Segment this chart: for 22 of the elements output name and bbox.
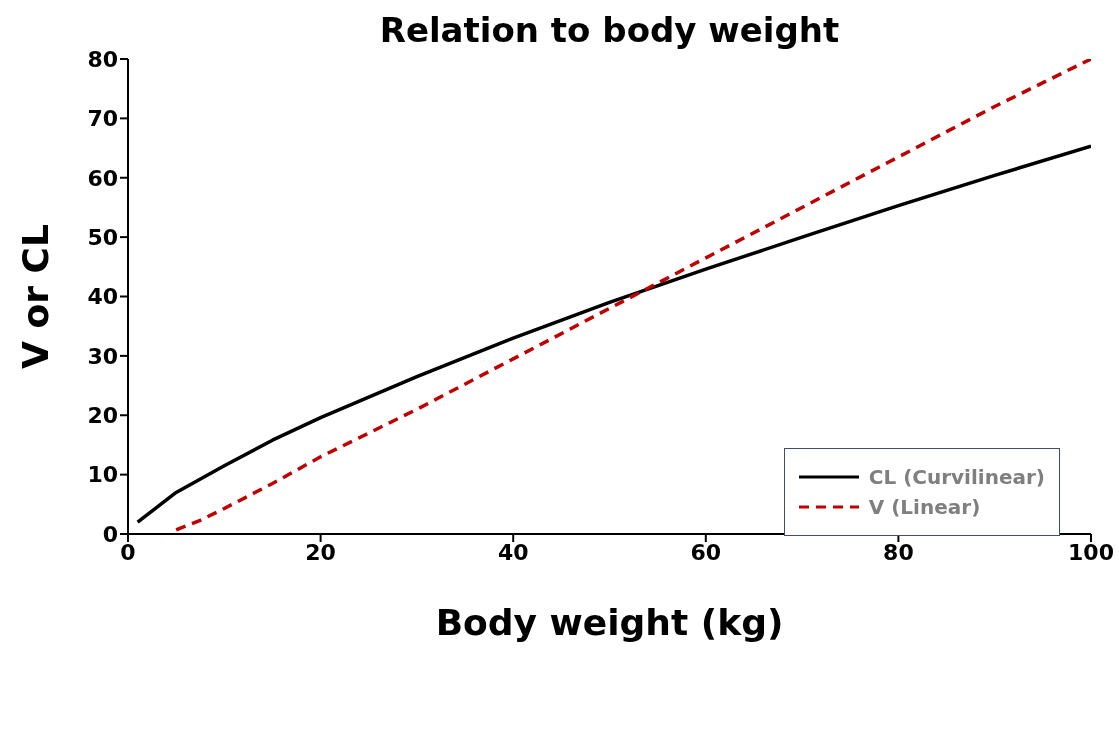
x-tick-label: 60 xyxy=(690,539,722,565)
y-tick-label: 30 xyxy=(87,343,118,369)
chart-title: Relation to body weight xyxy=(378,10,841,50)
line-series xyxy=(135,144,1091,524)
legend-label: CL (Curvilinear) xyxy=(868,465,1045,489)
y-tick-label: 20 xyxy=(87,403,118,429)
x-tick-label: 0 xyxy=(120,539,136,565)
legend-label: V (Linear) xyxy=(868,495,981,519)
x-axis-title: Body weight (kg) xyxy=(435,602,784,643)
x-tick-label: 20 xyxy=(305,539,336,565)
x-tick-label: 100 xyxy=(1068,539,1114,565)
y-tick-label: 0 xyxy=(102,521,118,547)
line-series xyxy=(174,59,1091,532)
y-tick-label: 40 xyxy=(87,284,118,310)
y-tick-label: 10 xyxy=(87,462,118,488)
y-tick-label: 60 xyxy=(87,165,118,191)
y-tick-label: 80 xyxy=(87,46,118,72)
y-axis-title: V or CL xyxy=(14,224,56,369)
x-tick-label: 80 xyxy=(883,539,914,565)
y-tick-label: 50 xyxy=(87,224,118,250)
x-tick-label: 40 xyxy=(497,539,529,565)
y-tick-label: 70 xyxy=(87,106,118,132)
